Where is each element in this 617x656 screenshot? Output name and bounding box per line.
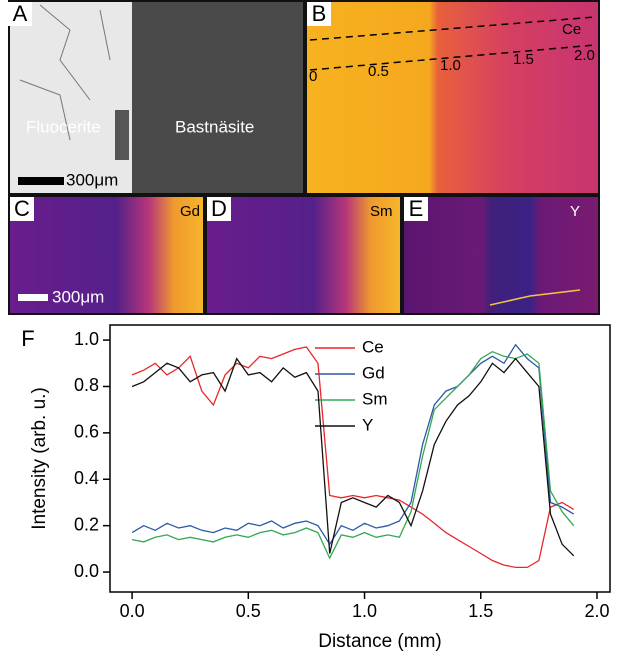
label-box — [307, 2, 331, 26]
y-tick-label: 0.8 — [74, 375, 99, 395]
series-line — [131, 357, 575, 557]
scale-bar — [18, 294, 48, 301]
y-tick-label: 0.0 — [74, 561, 99, 581]
image-panels: A Fluocerite Bastnäsite 300μm B Ce 0 0.5… — [8, 0, 600, 315]
x-tick-label: 0.0 — [120, 601, 145, 621]
element-label: Y — [570, 203, 580, 220]
legend-label: Gd — [362, 363, 385, 382]
distance-label: 0 — [309, 68, 317, 85]
panel-label: D — [211, 196, 227, 221]
panel-label: F — [21, 326, 34, 351]
series-line — [131, 346, 575, 569]
panel-label: B — [312, 1, 327, 26]
distance-label: 2.0 — [574, 47, 595, 64]
mineral-label: Bastnäsite — [175, 117, 254, 136]
sm-map — [207, 197, 400, 313]
element-label: Sm — [370, 203, 393, 220]
scale-label: 300μm — [52, 287, 104, 306]
legend-label: Sm — [362, 389, 388, 408]
x-tick-label: 0.5 — [236, 601, 261, 621]
y-tick-label: 0.4 — [74, 468, 99, 488]
panel-label: C — [14, 196, 30, 221]
bastnasite-region — [132, 2, 303, 193]
x-axis-label: Distance (mm) — [318, 631, 442, 652]
legend-label: Y — [362, 415, 373, 434]
plot-frame — [109, 324, 611, 593]
cracks — [19, 4, 111, 141]
panel-label: E — [409, 196, 424, 221]
y-tick-label: 0.2 — [74, 514, 99, 534]
label-box — [8, 2, 32, 26]
panel-label: A — [13, 1, 28, 26]
distance-label: 0.5 — [368, 63, 389, 80]
element-label: Gd — [180, 203, 200, 220]
x-tick-label: 1.5 — [468, 601, 493, 621]
scale-label: 300μm — [66, 170, 118, 189]
y-tick-label: 0.6 — [74, 422, 99, 442]
distance-label: 1.5 — [513, 51, 534, 68]
ce-map — [307, 2, 598, 193]
inclusion — [115, 110, 129, 160]
scale-bar — [18, 177, 64, 185]
legend-label: Ce — [362, 337, 384, 356]
gd-map — [10, 197, 203, 313]
y-axis-label: Intensity (arb. u.) — [29, 387, 50, 530]
distance-label: 1.0 — [440, 57, 461, 74]
mineral-label: Fluocerite — [26, 117, 101, 136]
label-box — [10, 197, 34, 221]
element-label: Ce — [562, 21, 581, 38]
series-line — [131, 343, 575, 546]
x-tick-label: 1.0 — [352, 601, 377, 621]
label-box — [404, 197, 428, 221]
label-box — [207, 197, 231, 221]
y-vein — [489, 289, 581, 306]
y-tick-label: 1.0 — [74, 329, 99, 349]
fluocerite-region — [10, 2, 132, 193]
series-line — [131, 350, 575, 560]
x-tick-label: 2.0 — [584, 601, 609, 621]
y-map — [404, 197, 598, 313]
